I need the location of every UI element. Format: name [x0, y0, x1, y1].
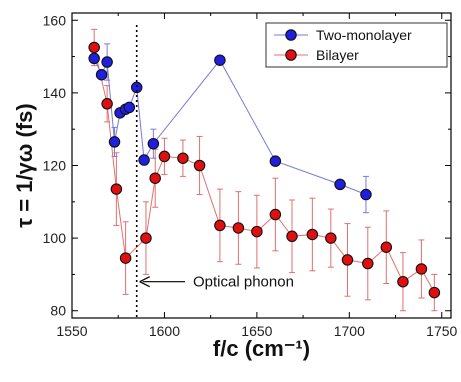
- data-point: [123, 101, 136, 114]
- data-point: [341, 254, 354, 266]
- data-point: [119, 252, 132, 264]
- x-tick-label: 1700: [334, 323, 365, 339]
- data-point: [362, 257, 374, 270]
- data-point: [140, 232, 152, 244]
- y-tick-label: 140: [43, 85, 67, 101]
- plot-frame-group: 1550 1600 1650 1700 1750 80 100 120 140 160: [43, 12, 458, 339]
- data-point: [101, 98, 113, 110]
- data-point: [269, 155, 282, 167]
- data-point: [177, 152, 189, 164]
- y-tick-label: 100: [43, 230, 67, 246]
- data-point: [286, 230, 298, 243]
- data-point: [251, 225, 263, 238]
- series-line-0: [93, 58, 367, 195]
- series-line-1: [93, 47, 435, 293]
- legend-label: Two-monolayer: [316, 27, 412, 43]
- data-point: [147, 137, 160, 150]
- data-point: [110, 183, 123, 195]
- series-lines-group: [93, 47, 435, 293]
- data-point: [88, 41, 100, 54]
- data-point: [334, 178, 346, 191]
- data-point: [214, 219, 226, 232]
- data-point: [193, 159, 206, 172]
- axis-labels-group: f/c (cm⁻¹) τ = 1/γω (fs): [12, 103, 310, 361]
- data-point: [130, 81, 143, 94]
- data-point: [415, 263, 428, 275]
- x-tick-label: 1750: [426, 323, 457, 339]
- data-point: [325, 232, 337, 244]
- y-tick-label: 120: [43, 158, 67, 174]
- legend-group: Two-monolayer Bilayer: [265, 22, 448, 68]
- data-point: [149, 172, 161, 184]
- x-tick-label: 1650: [241, 323, 272, 339]
- data-point: [397, 275, 409, 288]
- data-point: [306, 228, 319, 241]
- y-tick-label: 160: [43, 12, 67, 28]
- legend-marker: [285, 29, 297, 41]
- data-point: [214, 54, 226, 66]
- legend-box: [265, 22, 448, 68]
- x-axis-title: f/c (cm⁻¹): [213, 336, 310, 361]
- data-point: [95, 68, 108, 81]
- data-point: [158, 150, 171, 163]
- data-point: [428, 286, 441, 299]
- x-tick-label: 1600: [149, 323, 180, 339]
- x-tick-label: 1550: [56, 323, 87, 339]
- optical-phonon-label: Optical phonon: [193, 274, 294, 291]
- legend-label: Bilayer: [316, 47, 359, 63]
- y-tick-label: 80: [50, 303, 66, 319]
- error-bars-group: [91, 28, 438, 312]
- data-point: [138, 154, 150, 166]
- data-point: [101, 56, 113, 68]
- data-points-group: [88, 41, 441, 299]
- data-point: [360, 188, 372, 201]
- data-point: [108, 136, 121, 148]
- data-point: [232, 222, 245, 234]
- optical-phonon-arrowhead: [139, 276, 150, 288]
- data-point: [269, 208, 282, 221]
- annotations-group: Optical phonon: [135, 25, 294, 318]
- legend-marker: [285, 49, 297, 61]
- data-point: [380, 241, 393, 253]
- data-point: [88, 52, 100, 65]
- y-axis-title: τ = 1/γω (fs): [12, 103, 37, 227]
